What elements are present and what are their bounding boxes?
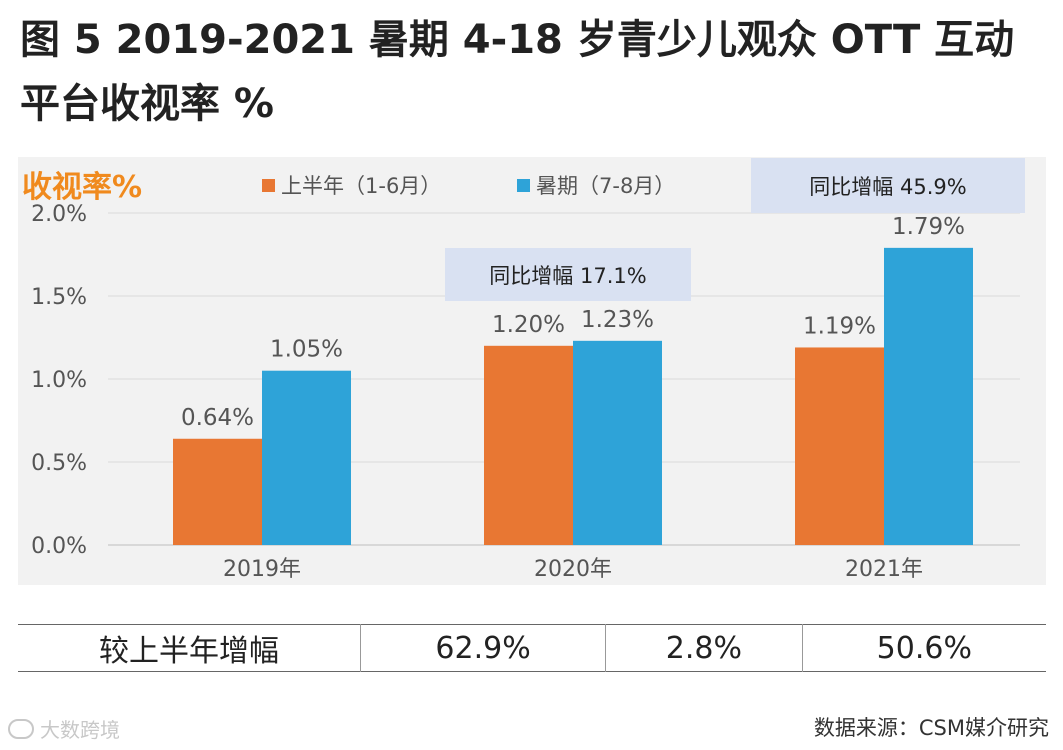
annotation-2021: 同比增幅 45.9% [751,158,1025,213]
legend-label-h1: 上半年（1-6月） [281,174,442,198]
data-label-h1: 1.19% [803,313,876,339]
growth-value-2021: 50.6% [801,624,1046,672]
legend-item-summer: 暑期（7-8月） [517,170,675,200]
growth-table: 较上半年增幅 62.9% 2.8% 50.6% [18,624,1046,672]
logo-text: 大数跨境 [40,718,120,742]
bar-h1-2019年 [173,438,262,545]
y-tick-label: 0.0% [31,534,87,559]
y-tick-label: 0.5% [31,451,87,476]
data-label-h1: 0.64% [181,405,254,431]
x-tick-label: 2019年 [223,557,301,582]
y-axis-unit-label: 收视率% [22,170,143,205]
legend-swatch-summer [517,178,530,192]
y-tick-label: 2.0% [31,202,87,227]
data-label-summer: 1.05% [270,337,343,363]
bar-h1-2021年 [795,347,884,545]
data-label-summer: 1.23% [581,307,654,333]
x-tick-label: 2020年 [534,557,612,582]
data-source: 数据来源：CSM媒介研究 [813,716,1049,740]
x-tick-label: 2021年 [845,557,923,582]
bar-chart: 0.0% 0.5% 1.0% 1.5% 2.0% 0.64% 1.05% 2019年 1.20%… [31,202,1020,582]
data-label-h1: 1.20% [492,312,565,338]
growth-value-2020: 2.8% [605,624,803,672]
growth-value-2019: 62.9% [359,624,606,672]
watermark-logo: 大数跨境 [8,714,120,743]
legend-item-h1: 上半年（1-6月） [262,170,441,200]
bar-h1-2020年 [484,345,573,545]
chart-title: 图 5 2019-2021 暑期 4-18 岁青少儿观众 OTT 互动平台收视率… [20,17,1015,127]
bar-summer-2021年 [884,247,973,546]
bar-summer-2019年 [262,370,351,545]
logo-icon [8,718,34,739]
annotation-2020: 同比增幅 17.1% [445,248,691,301]
growth-row-label: 较上半年增幅 [99,634,279,669]
bar-summer-2020年 [573,340,662,545]
data-label-summer: 1.79% [892,214,965,240]
y-tick-label: 1.0% [31,368,87,393]
legend-label-summer: 暑期（7-8月） [536,174,676,198]
y-tick-label: 1.5% [31,285,87,310]
legend-swatch-h1 [262,178,275,192]
growth-row: 较上半年增幅 62.9% 2.8% 50.6% [18,624,1046,672]
